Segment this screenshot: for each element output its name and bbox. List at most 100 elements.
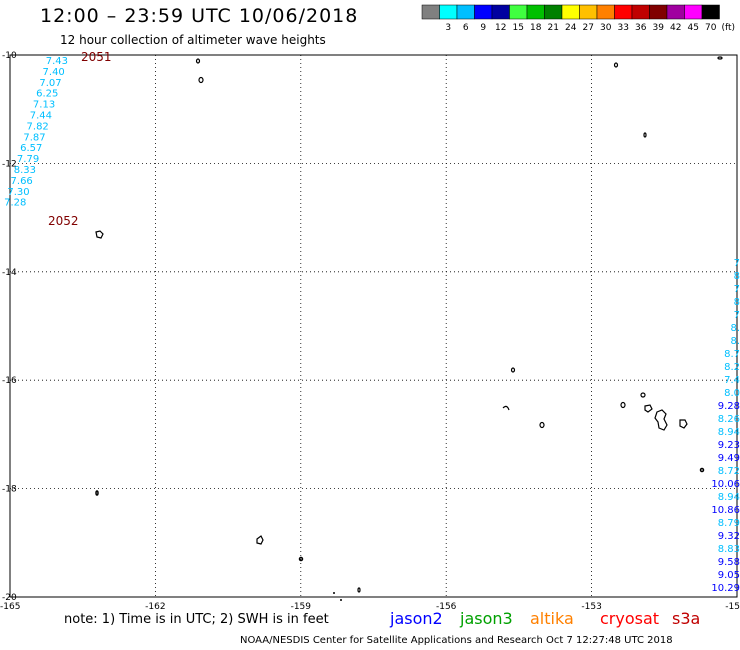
- wave-height-label: 7: [734, 258, 740, 269]
- wave-height-label: 6.57: [20, 143, 42, 154]
- wave-height-label: 8.83: [718, 544, 740, 555]
- island-outline: [510, 367, 516, 373]
- island-outline: [95, 230, 104, 239]
- island-outline: [620, 401, 626, 409]
- lat-tick-label: -20: [2, 593, 17, 603]
- wave-height-label: 7: [734, 284, 740, 295]
- wave-height-label: 6.25: [36, 89, 58, 100]
- legend-label: 27: [583, 23, 594, 33]
- legend-swatch: [421, 4, 440, 20]
- legend-swatch: [631, 4, 650, 20]
- legend-label: 18: [530, 23, 542, 33]
- wave-height-label: 9.49: [718, 453, 740, 464]
- wave-height-label: 8.26: [718, 414, 740, 425]
- legend-label: 15: [513, 23, 524, 33]
- island-outline: [298, 556, 304, 562]
- wave-height-label: 8.2: [724, 362, 740, 373]
- satellite-legend-item: jason3: [460, 609, 513, 628]
- wave-height-label: 9.05: [718, 570, 740, 581]
- island-outline: [256, 535, 264, 545]
- wave-height-label: 9.28: [718, 401, 740, 412]
- island-outline: [699, 467, 705, 473]
- legend-label: 24: [565, 23, 577, 33]
- wave-height-label: 7.30: [7, 187, 29, 198]
- wave-height-label: 7.40: [43, 67, 65, 78]
- wave-height-label: 8.72: [718, 466, 740, 477]
- island-outline: [340, 599, 342, 601]
- lon-tick-label: -156: [436, 602, 457, 612]
- legend-unit-label: (ft): [722, 23, 736, 33]
- lat-tick-label: -16: [2, 376, 17, 386]
- island-outline: [644, 404, 653, 413]
- wave-height-label: 7.44: [30, 111, 52, 122]
- wave-height-label: 7.82: [27, 121, 49, 132]
- lon-tick-label: -153: [581, 602, 601, 612]
- wave-height-label: 7.07: [39, 78, 61, 89]
- wave-height-label: 8.7: [724, 349, 740, 360]
- satellite-legend-item: cryosat: [600, 609, 660, 628]
- legend-label: 21: [548, 23, 559, 33]
- legend-swatch: [701, 4, 720, 20]
- footer-note: note: 1) Time is in UTC; 2) SWH is in fe…: [64, 612, 329, 627]
- legend-label: 33: [618, 23, 629, 33]
- legend-swatch: [666, 4, 685, 20]
- wave-height-label: 7.79: [17, 154, 39, 165]
- map-frame: -10 -12 -14 -16 -18 -20-165 -162 -159 -156 -153 -1…: [0, 51, 740, 612]
- satellite-legend-item: jason2: [390, 609, 443, 628]
- legend-swatch: [526, 4, 545, 20]
- island-outline: [198, 76, 204, 84]
- wave-height-label: 7.66: [11, 176, 33, 187]
- wave-height-label: 7.13: [33, 100, 55, 111]
- wave-height-label: 8.94: [718, 492, 740, 503]
- wave-height-label: 7.43: [46, 56, 68, 67]
- legend-label: 30: [600, 23, 612, 33]
- wave-height-label: 8.0: [724, 388, 740, 399]
- wave-height-label: 10.06: [711, 479, 740, 490]
- wave-height-label: 7: [734, 310, 740, 321]
- legend-swatch: [509, 4, 528, 20]
- wave-height-label: 8: [734, 271, 740, 282]
- credit-line: NOAA/NESDIS Center for Satellite Applica…: [240, 635, 673, 646]
- wave-height-label: 10.86: [711, 505, 740, 516]
- island-outline: [679, 419, 688, 429]
- island-outline: [502, 405, 510, 411]
- wave-height-label: 8.94: [718, 427, 740, 438]
- lat-tick-label: -12: [2, 159, 17, 169]
- island-outline: [640, 392, 646, 398]
- legend-swatch: [579, 4, 598, 20]
- island-outline: [95, 490, 99, 496]
- wave-height-label: 7.28: [4, 198, 26, 209]
- wave-height-label: 8.33: [14, 165, 36, 176]
- lon-tick-label: -162: [145, 602, 165, 612]
- legend-label: 39: [653, 23, 665, 33]
- islands: [95, 56, 723, 601]
- legend-swatch: [439, 4, 458, 20]
- island-outline: [195, 58, 201, 64]
- legend-label: 6: [463, 23, 469, 33]
- legend-swatch: [456, 4, 475, 20]
- map-title: 12:00 – 23:59 UTC 10/06/2018: [40, 5, 359, 27]
- legend-swatch: [596, 4, 615, 20]
- island-outline: [717, 56, 723, 60]
- legend-label: 12: [495, 23, 506, 33]
- wave-height-label: 7.4: [724, 375, 740, 386]
- island-outline: [613, 62, 619, 68]
- altimeter-tracks: 7.437.407.076.257.137.447.827.876.577.79…: [4, 50, 740, 594]
- legend-swatch: [491, 4, 510, 20]
- wave-height-label: 9.23: [718, 440, 740, 451]
- legend-label: 9: [480, 23, 486, 33]
- legend-swatch: [649, 4, 668, 20]
- wave-height-label: 8.: [730, 336, 740, 347]
- lon-tick-label: -159: [291, 602, 312, 612]
- legend-swatch: [474, 4, 493, 20]
- wave-height-label: 9.58: [718, 557, 740, 568]
- map-subtitle: 12 hour collection of altimeter wave hei…: [60, 33, 326, 47]
- legend-label: 42: [670, 23, 681, 33]
- legend-swatch: [544, 4, 563, 20]
- island-outline: [333, 592, 335, 594]
- time-tag: 2052: [48, 214, 79, 228]
- legend-swatch: [561, 4, 580, 20]
- satellite-legend-item: altika: [530, 609, 574, 628]
- time-tag: 2051: [81, 50, 112, 64]
- wave-height-label: 9.32: [718, 531, 740, 542]
